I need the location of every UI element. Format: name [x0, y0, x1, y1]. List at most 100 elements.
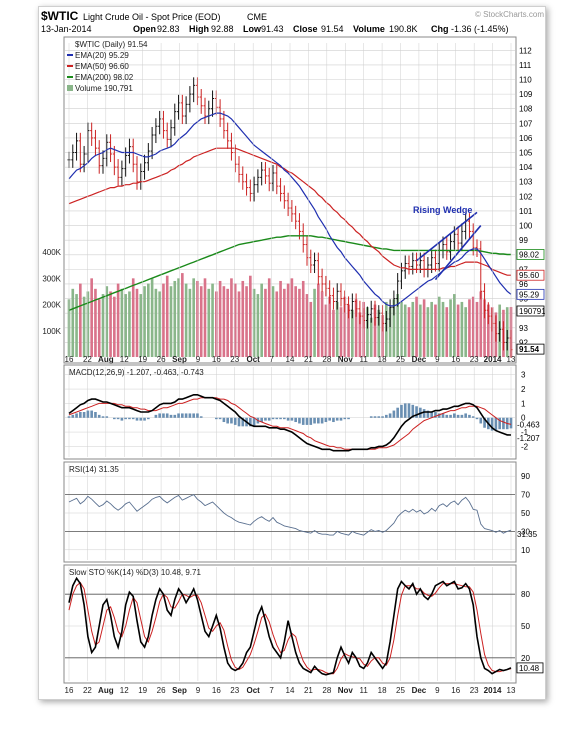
macd-histogram-bar [215, 417, 218, 420]
price-bar [90, 122, 94, 146]
macd-histogram-bar [449, 414, 452, 418]
macd-histogram-bar [233, 417, 237, 425]
macd-histogram-bar [290, 417, 294, 421]
rsi-tick-label: 10 [521, 546, 530, 555]
volume-bar [449, 299, 452, 357]
volume-bar [407, 307, 411, 357]
volume-bar [313, 288, 316, 357]
price-bar [112, 145, 116, 176]
volume-bar [256, 294, 260, 357]
volume-bar [211, 283, 214, 357]
macd-histogram-bar [313, 417, 316, 424]
macd-histogram-bar [441, 413, 445, 418]
low-label: Low [243, 24, 262, 34]
volume-bar [233, 283, 237, 357]
volume-bar [471, 296, 475, 357]
volume-bar [479, 291, 483, 357]
price-x-tick-label: 22 [83, 355, 92, 364]
volume-bar [430, 301, 433, 357]
volume-bar [354, 299, 358, 357]
price-bar [135, 156, 139, 190]
rsi-line [68, 494, 512, 536]
macd-histogram-bar [335, 417, 339, 421]
ema20-value-tag-box [516, 288, 545, 300]
volume-bar [377, 309, 381, 357]
chart-card: $WTIC Light Crude Oil - Spot Price (EOD)… [38, 6, 546, 700]
volume-bar [309, 301, 313, 357]
macd-histogram-bar [373, 416, 377, 418]
price-bar [169, 119, 173, 148]
price-x-tick-label: 21 [304, 355, 313, 364]
price-x-tick-label: 9 [435, 355, 440, 364]
price-bar [358, 300, 362, 325]
volume-bar [203, 278, 207, 357]
macd-tick-label: 0 [521, 414, 526, 423]
volume-bar [411, 301, 415, 357]
volume-bar [381, 315, 384, 357]
volume-bar [82, 296, 86, 357]
volume-bar [317, 283, 320, 357]
price-bar [188, 86, 192, 113]
bottom-x-tick-label: 16 [451, 686, 460, 695]
macd-histogram-bar [94, 412, 97, 418]
volume-bar [113, 296, 116, 357]
price-bar [241, 166, 245, 190]
volume-bar [460, 301, 464, 357]
legend-volume-swatch [67, 85, 73, 91]
macd-histogram-bar [328, 417, 331, 421]
macd-histogram-bar [279, 417, 282, 420]
price-bar [388, 299, 392, 328]
bottom-x-tick-label: Dec [412, 686, 427, 695]
volume-bar [464, 307, 467, 357]
volume-label: Volume [353, 24, 385, 34]
price-bar [486, 302, 490, 325]
macd-signal-line [68, 397, 512, 450]
volume-bar [441, 301, 445, 357]
price-bar [373, 300, 377, 326]
price-tick-label: 101 [519, 207, 533, 216]
volume-bar [207, 288, 211, 357]
wedge-upper-line [416, 211, 478, 262]
low-value: 91.43 [261, 24, 284, 34]
macd-histogram-bar [502, 417, 505, 430]
price-x-tick-label: Nov [338, 355, 354, 364]
macd-tick-label: 3 [521, 371, 526, 380]
price-bar [445, 236, 449, 260]
macd-tick-label: 2 [521, 385, 526, 394]
price-bar [226, 122, 230, 149]
macd-histogram-bar [377, 416, 381, 418]
rsi-legend: RSI(14) 31.35 [69, 465, 119, 474]
legend-volume: Volume 190,791 [75, 84, 133, 93]
price-bar [498, 321, 502, 342]
volume-bar [177, 278, 180, 357]
volume-value-tag-box [516, 305, 545, 317]
volume-bar [237, 291, 241, 357]
volume-bar [120, 288, 124, 357]
rsi-tick-label: 90 [521, 472, 530, 481]
volume-bar [468, 299, 471, 357]
price-bar [309, 249, 313, 274]
ema50-value-tag: 95.60 [519, 271, 540, 280]
bottom-x-tick-label: 26 [157, 686, 166, 695]
price-tick-label: 107 [519, 119, 533, 128]
macd-histogram-bar [252, 417, 256, 427]
macd-histogram-bar [147, 417, 150, 420]
macd-histogram-bar [237, 417, 241, 427]
price-x-tick-label: Oct [246, 355, 260, 364]
price-bar [267, 167, 271, 192]
price-bar [222, 110, 226, 139]
price-bar [173, 103, 177, 136]
price-bar [449, 233, 453, 260]
sto-tick-label: 80 [521, 590, 530, 599]
legend-ema200: EMA(200) 98.02 [75, 73, 134, 82]
volume-bar [298, 288, 301, 357]
volume-bar [184, 283, 188, 357]
price-x-tick-label: 28 [322, 355, 331, 364]
macd-signal-value-tag: -0.463 [517, 420, 540, 429]
price-bar [350, 293, 354, 319]
volume-value-tag: 190791 [519, 307, 545, 316]
macd-histogram-bar [403, 403, 407, 418]
volume-bar [264, 288, 267, 357]
volume-bar [94, 288, 97, 357]
volume-bar [396, 294, 399, 357]
